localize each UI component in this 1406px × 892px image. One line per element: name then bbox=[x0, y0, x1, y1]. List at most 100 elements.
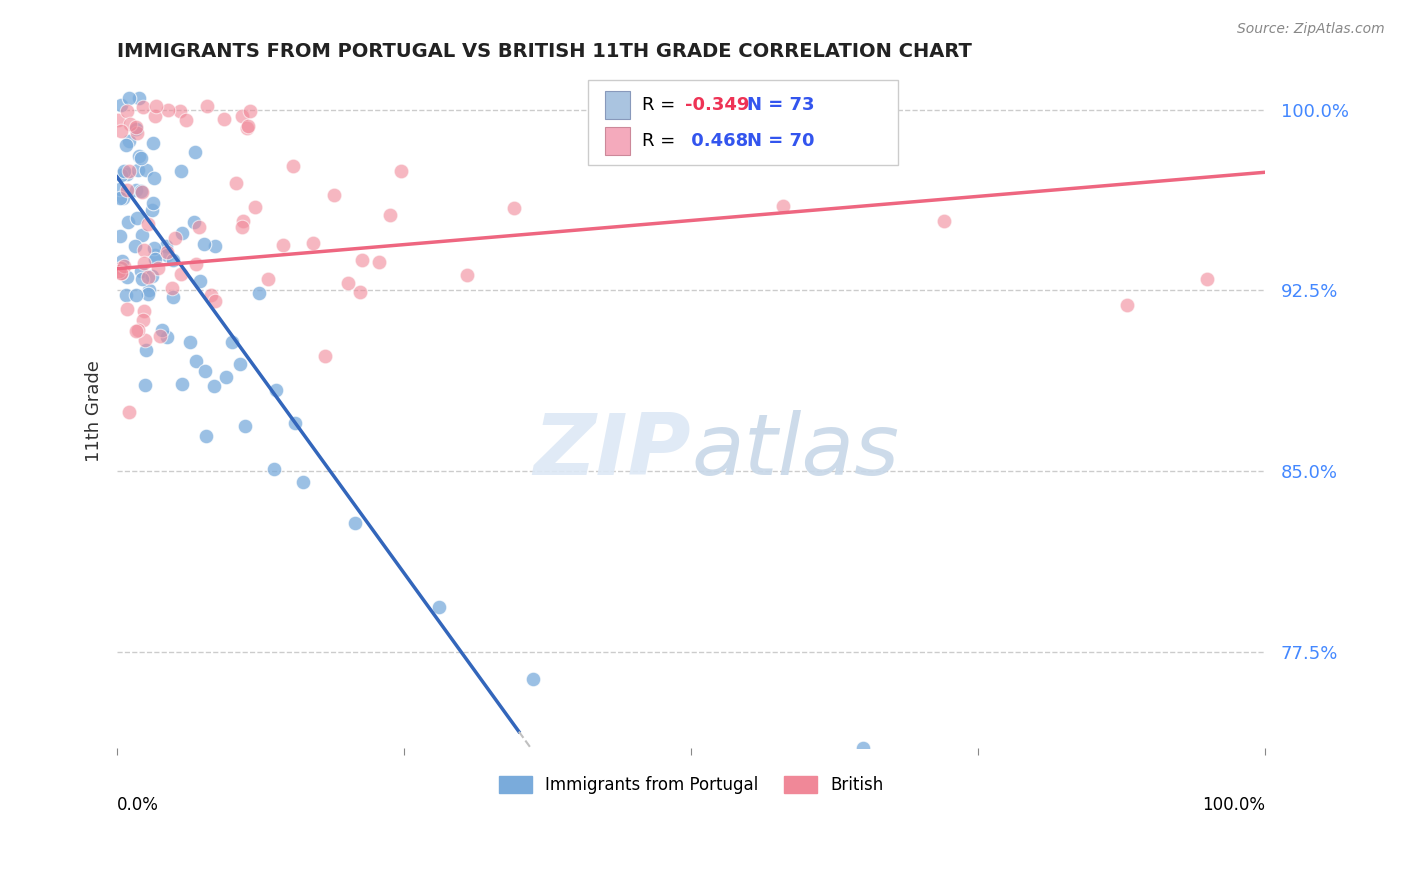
Point bbox=[235, 120, 257, 135]
Point bbox=[125, 324, 148, 338]
Point bbox=[112, 164, 135, 178]
Point bbox=[852, 741, 875, 756]
Text: ZIP: ZIP bbox=[533, 410, 690, 493]
Point bbox=[115, 269, 138, 284]
Point bbox=[143, 170, 166, 185]
Point bbox=[695, 130, 717, 145]
Point bbox=[136, 217, 159, 231]
Point bbox=[129, 264, 152, 278]
Point bbox=[155, 239, 177, 253]
Point bbox=[110, 229, 132, 244]
Text: Source: ZipAtlas.com: Source: ZipAtlas.com bbox=[1237, 22, 1385, 37]
Point bbox=[389, 164, 412, 178]
Point bbox=[127, 162, 149, 177]
Point bbox=[128, 148, 150, 162]
Point bbox=[283, 159, 305, 173]
Point bbox=[283, 416, 305, 430]
Point bbox=[138, 283, 160, 297]
Text: 0.468: 0.468 bbox=[685, 132, 748, 150]
Point bbox=[131, 185, 153, 199]
Point bbox=[143, 248, 166, 262]
Point bbox=[115, 167, 138, 181]
Point bbox=[110, 124, 132, 138]
Point bbox=[115, 183, 138, 197]
Point bbox=[232, 214, 254, 228]
Point bbox=[150, 323, 173, 337]
Point bbox=[314, 349, 336, 363]
Legend: Immigrants from Portugal, British: Immigrants from Portugal, British bbox=[492, 770, 890, 801]
Point bbox=[115, 137, 138, 152]
Point bbox=[186, 354, 208, 368]
Point bbox=[125, 288, 148, 302]
Point bbox=[367, 255, 389, 269]
Point bbox=[118, 164, 141, 178]
Point bbox=[291, 475, 314, 490]
Point bbox=[118, 134, 141, 148]
Point bbox=[143, 241, 166, 255]
Point bbox=[127, 323, 149, 337]
Point bbox=[522, 672, 544, 686]
Point bbox=[247, 285, 270, 300]
Point bbox=[142, 136, 165, 150]
Point bbox=[131, 272, 153, 286]
Point bbox=[186, 257, 208, 271]
Point bbox=[135, 163, 157, 178]
Point bbox=[132, 100, 155, 114]
Point bbox=[107, 113, 129, 128]
Point bbox=[188, 274, 211, 288]
Point bbox=[772, 199, 794, 213]
Point bbox=[134, 304, 156, 318]
Text: 0.0%: 0.0% bbox=[117, 796, 159, 814]
Point bbox=[427, 599, 450, 614]
Point bbox=[174, 112, 197, 127]
Point bbox=[165, 231, 187, 245]
Point bbox=[132, 313, 155, 327]
Point bbox=[136, 269, 159, 284]
Point bbox=[179, 334, 201, 349]
Point bbox=[118, 90, 141, 104]
Point bbox=[195, 99, 218, 113]
Point bbox=[245, 200, 267, 214]
Point bbox=[172, 226, 194, 240]
Point bbox=[344, 516, 367, 530]
Point bbox=[117, 215, 139, 229]
Point bbox=[110, 97, 132, 112]
Point bbox=[110, 261, 132, 276]
Point bbox=[456, 268, 478, 282]
Point bbox=[349, 285, 371, 300]
Point bbox=[132, 243, 155, 257]
Point bbox=[503, 202, 526, 216]
Point bbox=[135, 343, 157, 358]
Point bbox=[141, 268, 163, 283]
Point bbox=[183, 215, 205, 229]
Text: N = 73: N = 73 bbox=[747, 96, 814, 114]
Point bbox=[148, 260, 170, 275]
Point bbox=[115, 301, 138, 316]
Point bbox=[141, 202, 163, 217]
Point bbox=[125, 183, 148, 197]
Point bbox=[239, 103, 262, 118]
Text: R =: R = bbox=[641, 96, 681, 114]
Point bbox=[136, 286, 159, 301]
Point bbox=[231, 109, 253, 123]
Point bbox=[110, 191, 132, 205]
Point bbox=[378, 208, 401, 222]
Point bbox=[932, 213, 955, 227]
Point bbox=[115, 288, 138, 302]
Point bbox=[322, 188, 344, 202]
Point bbox=[271, 237, 294, 252]
Point bbox=[156, 244, 179, 259]
FancyBboxPatch shape bbox=[588, 80, 897, 164]
Point bbox=[156, 103, 179, 117]
Point bbox=[142, 195, 165, 210]
Text: N = 70: N = 70 bbox=[747, 132, 814, 150]
Point bbox=[1197, 271, 1219, 285]
Point bbox=[118, 404, 141, 418]
Point bbox=[231, 219, 253, 234]
Text: 100.0%: 100.0% bbox=[1202, 796, 1265, 814]
Point bbox=[257, 271, 280, 285]
Bar bbox=[605, 127, 630, 155]
Point bbox=[200, 288, 222, 302]
Point bbox=[125, 126, 148, 140]
Point bbox=[336, 276, 359, 290]
